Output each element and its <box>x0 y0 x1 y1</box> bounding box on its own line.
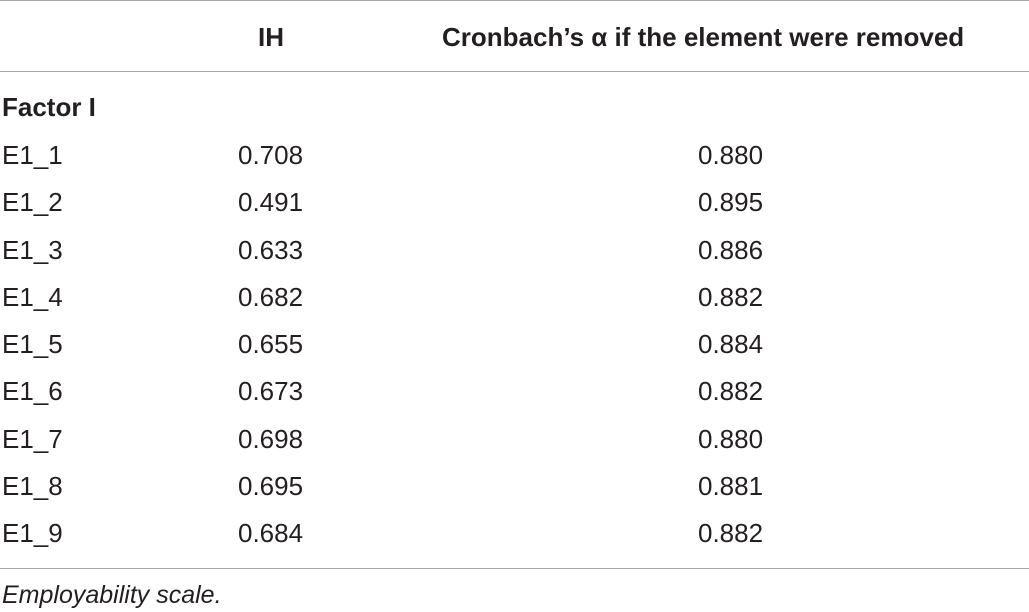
row-item-label: E1_8 <box>2 470 63 501</box>
table-top-rule <box>0 0 1029 1</box>
row-alpha-value: 0.882 <box>698 376 764 407</box>
row-ih-value: 0.708 <box>238 140 304 170</box>
row-alpha-value: 0.880 <box>698 423 764 454</box>
table-header-rule <box>0 71 1029 72</box>
row-item-label: E1_5 <box>2 329 63 359</box>
row-alpha-value: 0.880 <box>698 140 764 170</box>
table-row: E1_4 0.682 0.882 <box>0 278 1029 325</box>
row-alpha-value: 0.895 <box>698 187 764 218</box>
row-item-label: E1_4 <box>2 281 63 312</box>
row-item-label: E1_2 <box>2 187 63 218</box>
row-ih-value: 0.698 <box>238 423 304 454</box>
table-row: E1_8 0.695 0.881 <box>0 467 1029 514</box>
row-ih-value: 0.695 <box>238 470 304 501</box>
row-alpha-value: 0.886 <box>698 234 764 265</box>
table-row: E1_1 0.708 0.880 <box>0 136 1029 183</box>
section-label: Factor I <box>2 92 96 122</box>
table-row: E1_5 0.655 0.884 <box>0 325 1029 372</box>
row-item-label: E1_7 <box>2 423 63 454</box>
row-item-label: E1_9 <box>2 518 63 548</box>
row-ih-value: 0.682 <box>238 281 304 312</box>
table-body: E1_1 0.708 0.880 E1_2 0.491 0.895 E1_3 0.633 0.8… <box>0 136 1029 561</box>
row-item-label: E1_6 <box>2 376 63 407</box>
row-alpha-value: 0.882 <box>698 281 764 312</box>
header-cronbach-alpha: Cronbach’s α if the element were removed <box>442 22 965 52</box>
table-row: E1_7 0.698 0.880 <box>0 420 1029 467</box>
row-ih-value: 0.633 <box>238 234 304 265</box>
table-header-row: IH Cronbach’s α if the element were remo… <box>0 0 1029 72</box>
table-row: E1_2 0.491 0.895 <box>0 183 1029 230</box>
row-alpha-value: 0.881 <box>698 470 764 501</box>
row-alpha-value: 0.884 <box>698 329 764 359</box>
row-ih-value: 0.673 <box>238 376 304 407</box>
row-alpha-value: 0.882 <box>698 518 764 548</box>
row-item-label: E1_3 <box>2 234 63 265</box>
row-ih-value: 0.684 <box>238 518 304 548</box>
table-row: E1_9 0.684 0.882 <box>0 514 1029 561</box>
row-ih-value: 0.491 <box>238 187 304 218</box>
header-ih: IH <box>258 22 284 52</box>
table-footnote: Employability scale. <box>2 581 222 609</box>
row-item-label: E1_1 <box>2 140 63 170</box>
row-ih-value: 0.655 <box>238 329 304 359</box>
table-row: E1_6 0.673 0.882 <box>0 372 1029 419</box>
table-bottom-rule <box>0 568 1029 569</box>
table-row: E1_3 0.633 0.886 <box>0 231 1029 278</box>
